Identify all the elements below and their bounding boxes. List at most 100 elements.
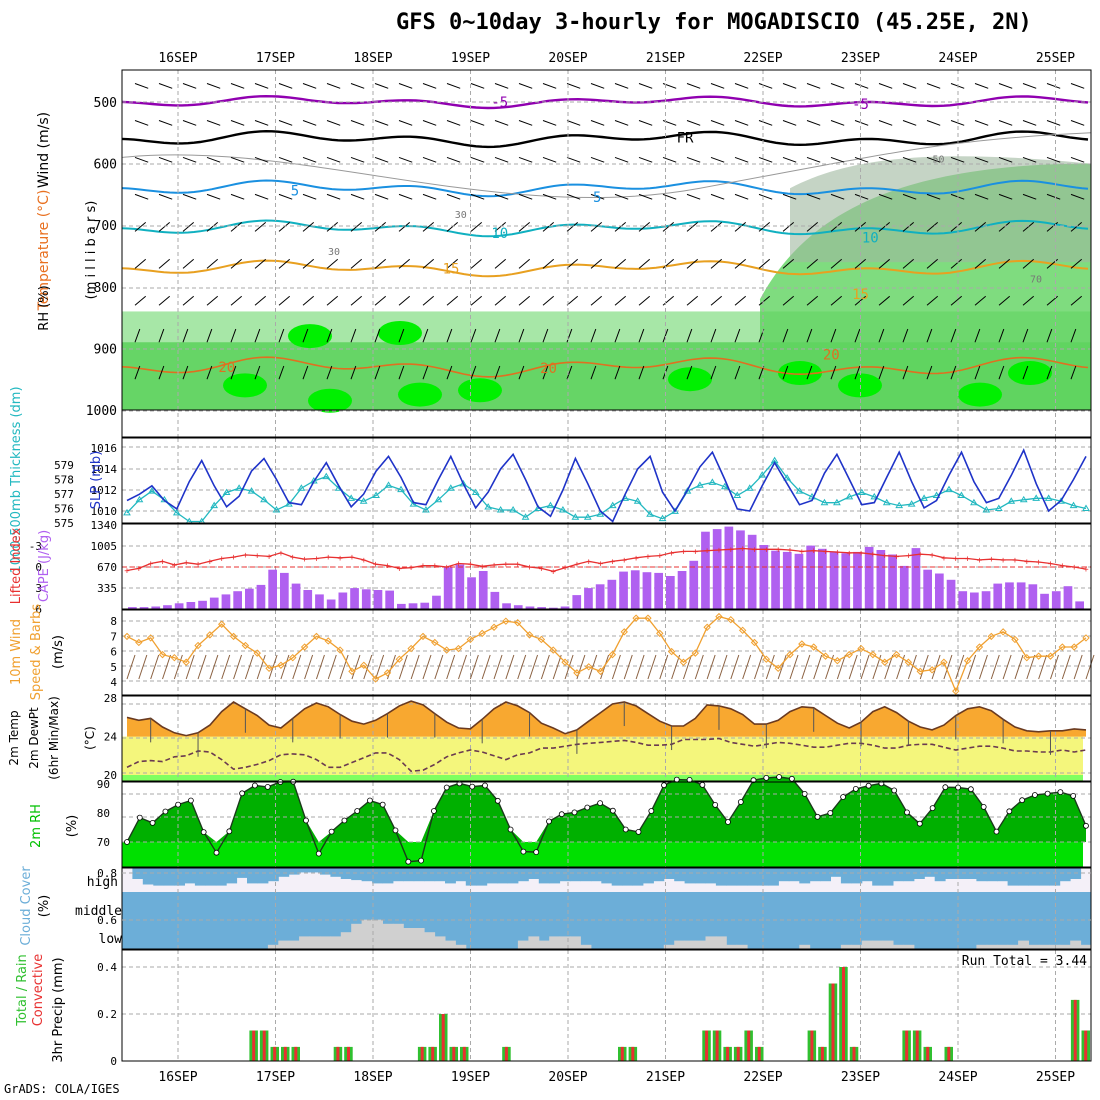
surface-wind-barb bbox=[694, 654, 704, 680]
rh-point bbox=[354, 808, 361, 814]
wind-barb bbox=[326, 193, 341, 200]
rh-axis-units: (%) bbox=[65, 815, 80, 838]
cloud-high-label: high bbox=[87, 875, 118, 890]
cloud-low-bar bbox=[445, 940, 456, 949]
cloud-low-bar bbox=[872, 940, 884, 949]
wind-speed-point bbox=[809, 643, 818, 651]
contour-label: 20 bbox=[218, 360, 235, 376]
lifted-index-point: + bbox=[716, 546, 722, 556]
cloud-high-bar bbox=[768, 868, 779, 886]
cloud-high-bar bbox=[476, 868, 488, 886]
precip-convective-label: Convective bbox=[31, 954, 46, 1027]
wind-barb bbox=[374, 258, 387, 269]
wind-barb bbox=[374, 193, 389, 200]
wind-barb bbox=[398, 83, 413, 89]
cloud-high-bar bbox=[1018, 868, 1029, 886]
wind-barb bbox=[926, 258, 939, 269]
cloud-low-bar bbox=[851, 944, 863, 949]
thickness-point bbox=[583, 513, 592, 520]
cloud-high-bar bbox=[382, 868, 394, 884]
wind-barb bbox=[134, 120, 149, 126]
surface-wind-barb bbox=[1050, 654, 1059, 680]
wind-barb bbox=[782, 258, 795, 269]
cloud-high-bar bbox=[882, 868, 894, 886]
wind-barb bbox=[158, 365, 165, 380]
contour-label: 20 bbox=[823, 348, 840, 364]
cloud-low-bar bbox=[1018, 940, 1029, 949]
wind-barb bbox=[974, 258, 987, 269]
rh-point bbox=[571, 809, 578, 816]
cloud-high-bar bbox=[590, 868, 602, 882]
lifted-index-point: + bbox=[645, 552, 651, 562]
slp-y-tick: 1012 bbox=[91, 484, 118, 497]
wind-barb bbox=[926, 83, 941, 89]
wind-speed-point bbox=[324, 637, 332, 645]
wind-barb bbox=[1070, 156, 1085, 163]
wind-barb bbox=[182, 156, 197, 163]
wind-barb bbox=[758, 295, 771, 306]
cloud-low-bar bbox=[267, 944, 279, 949]
wind-barb bbox=[566, 295, 579, 306]
wind-barb bbox=[278, 295, 291, 306]
rh-cell bbox=[223, 373, 267, 398]
wind-barb bbox=[206, 365, 213, 380]
wind-barb bbox=[422, 83, 437, 89]
wind-barb bbox=[590, 156, 605, 163]
wind-barb bbox=[638, 258, 651, 269]
cloud-low-bar bbox=[434, 936, 446, 949]
wind-barb bbox=[758, 156, 773, 163]
cape-bar bbox=[888, 554, 897, 609]
profile-y-tick: 700 bbox=[94, 219, 117, 234]
wind-speed-point bbox=[715, 612, 723, 621]
date-label-bottom: 17SEP bbox=[256, 1070, 295, 1085]
cloud-high-bar bbox=[903, 868, 915, 882]
wind-barb bbox=[518, 365, 525, 380]
surface-wind-barb bbox=[517, 654, 527, 680]
surface-wind-barb bbox=[173, 654, 183, 680]
wind-barb bbox=[686, 295, 699, 306]
rh-point bbox=[200, 829, 207, 835]
wind-speed-point bbox=[738, 626, 747, 635]
rh-point bbox=[520, 848, 527, 855]
surface-wind-barb bbox=[1026, 654, 1036, 680]
precip-convective-bar bbox=[842, 967, 845, 1061]
precip-convective-bar bbox=[736, 1046, 740, 1061]
wind-barb bbox=[326, 156, 341, 163]
wind-speed-point bbox=[478, 629, 486, 638]
cloud-low-bar bbox=[1028, 944, 1040, 949]
lifted-index-point: + bbox=[622, 556, 628, 566]
wind-barb bbox=[422, 193, 437, 200]
wind-speed-point bbox=[300, 643, 309, 651]
wind-barb bbox=[974, 193, 989, 200]
wind-barb bbox=[686, 328, 693, 343]
wind-barb bbox=[878, 222, 891, 232]
cape-bar bbox=[782, 551, 792, 609]
temp-axis-label: 2m Temp bbox=[7, 710, 21, 765]
wind-barb bbox=[590, 193, 605, 200]
cloud-high-bar bbox=[330, 868, 342, 877]
wind-barb bbox=[710, 156, 725, 163]
cape-bar bbox=[572, 595, 582, 609]
wind-barb bbox=[518, 295, 531, 306]
lifted-index-point: + bbox=[858, 549, 864, 559]
precip-convective-bar bbox=[726, 1046, 730, 1061]
wind-barb bbox=[302, 156, 317, 163]
wind-barb bbox=[182, 258, 195, 269]
cloud-low-bar bbox=[1080, 944, 1092, 949]
thickness-point bbox=[559, 505, 567, 513]
surface-wind-barb bbox=[682, 654, 692, 680]
wind-barb bbox=[542, 328, 549, 343]
wind-barb bbox=[1022, 83, 1037, 89]
cloud-middle-label: middle bbox=[75, 904, 122, 919]
wind-barb bbox=[374, 120, 389, 126]
wind-barb bbox=[398, 193, 413, 200]
wind-speed-point bbox=[975, 643, 984, 651]
wind-barb bbox=[590, 120, 605, 126]
wind-barb bbox=[278, 222, 291, 232]
surface-wind-barb bbox=[813, 654, 823, 680]
wind-barb bbox=[974, 295, 987, 306]
lifted-index-point: + bbox=[456, 559, 462, 569]
wind-barb bbox=[518, 193, 533, 200]
precip-convective-bar bbox=[336, 1046, 340, 1061]
rh-point bbox=[379, 801, 386, 808]
